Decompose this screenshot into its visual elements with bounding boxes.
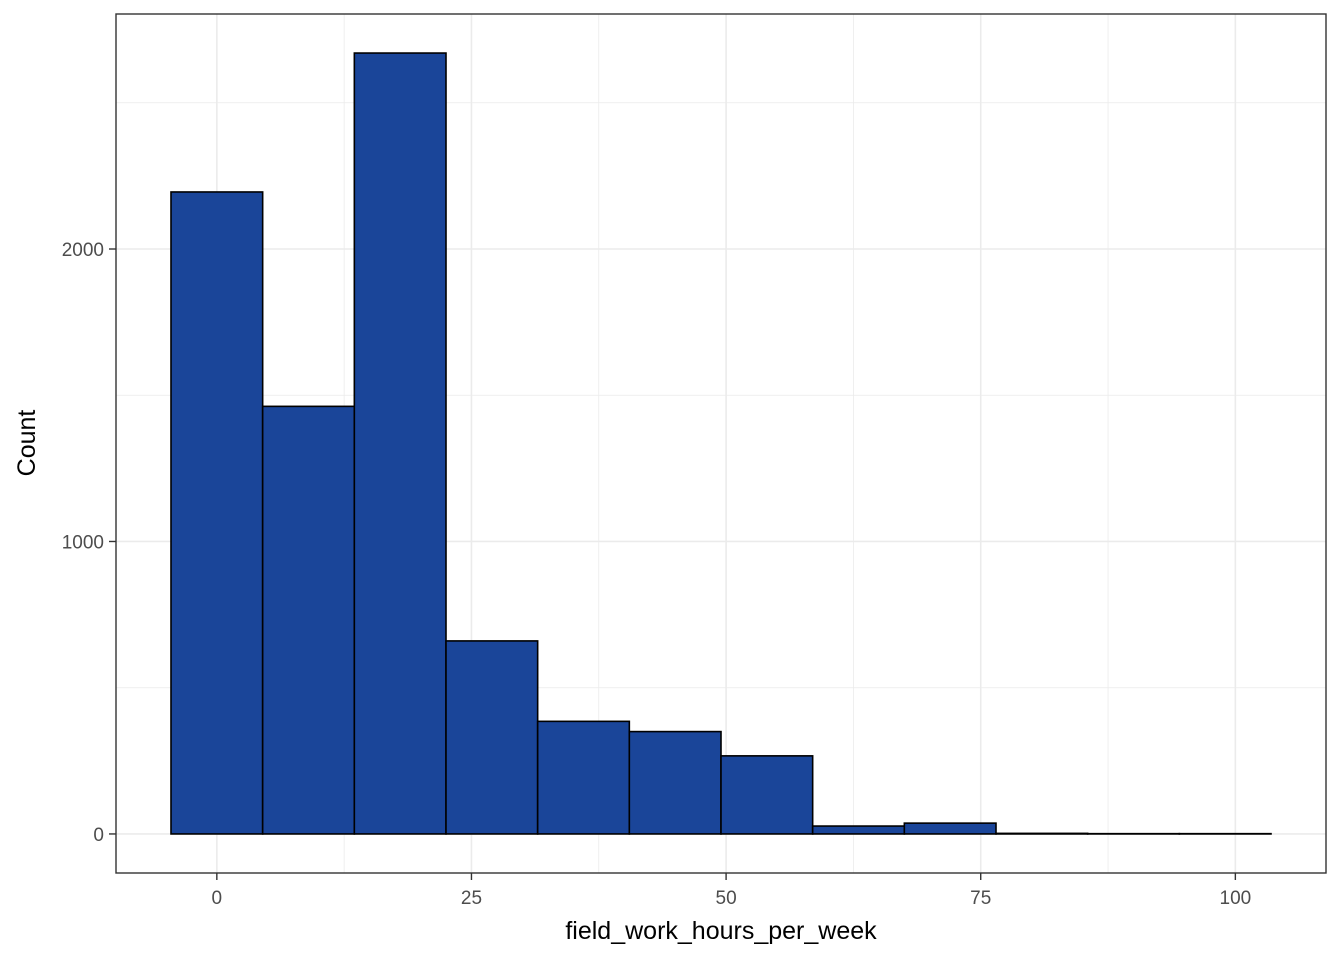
histogram-bar bbox=[445, 640, 539, 835]
y-tick-label: 1000 bbox=[62, 532, 104, 553]
histogram-bars bbox=[170, 52, 1272, 835]
histogram-bar bbox=[720, 755, 814, 835]
histogram-bar bbox=[903, 822, 997, 835]
x-tick-label: 0 bbox=[212, 888, 223, 909]
histogram-bar bbox=[261, 405, 356, 835]
histogram-bar bbox=[995, 832, 1089, 835]
histogram-bar bbox=[628, 730, 722, 835]
y-axis-ticks: 0 1000 2000 bbox=[62, 240, 116, 846]
y-tick-label: 0 bbox=[93, 825, 104, 846]
x-tick-label: 50 bbox=[716, 888, 737, 909]
histogram-bar bbox=[170, 191, 264, 835]
major-gridlines bbox=[116, 14, 1326, 873]
x-tick-label: 25 bbox=[461, 888, 482, 909]
x-axis-ticks: 0 25 50 75 100 bbox=[212, 873, 1252, 909]
y-tick-label: 2000 bbox=[62, 240, 104, 261]
panel-border bbox=[115, 13, 1327, 874]
histogram-bar bbox=[353, 52, 447, 835]
y-axis-title: Count bbox=[13, 410, 41, 477]
x-tick-label: 100 bbox=[1220, 888, 1252, 909]
histogram-bar bbox=[536, 720, 631, 835]
x-axis-title: field_work_hours_per_week bbox=[565, 917, 877, 945]
x-tick-label: 75 bbox=[970, 888, 991, 909]
minor-gridlines bbox=[116, 14, 1326, 873]
histogram-bar bbox=[811, 825, 906, 835]
